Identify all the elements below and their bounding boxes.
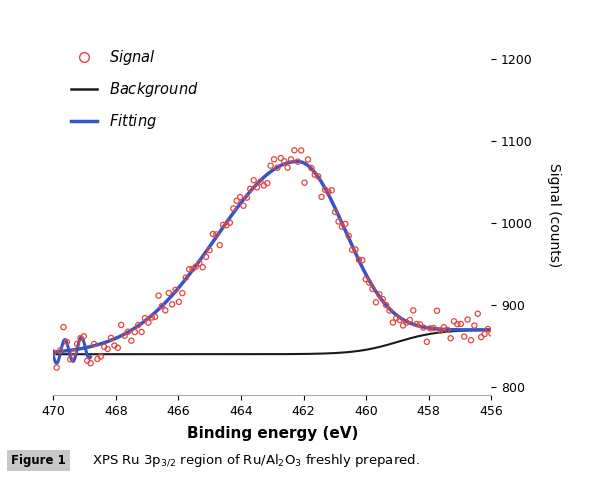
Point: [442, 326, 452, 334]
Point: [466, 336, 476, 344]
Point: [262, 179, 272, 187]
Point: [181, 274, 191, 282]
Point: [82, 357, 92, 365]
Point: [473, 310, 482, 318]
Point: [236, 193, 245, 201]
Point: [107, 334, 116, 342]
Point: [198, 263, 207, 271]
Point: [426, 325, 435, 332]
Point: [412, 320, 422, 328]
Point: [89, 340, 99, 348]
Point: [208, 230, 218, 238]
Point: [157, 302, 167, 310]
Point: [283, 164, 292, 171]
Point: [483, 325, 493, 333]
Point: [395, 316, 404, 324]
Point: [344, 232, 353, 240]
Point: [246, 185, 255, 193]
Point: [402, 319, 411, 327]
Point: [144, 319, 153, 327]
Point: [480, 330, 490, 338]
Point: [334, 217, 343, 225]
Point: [222, 221, 231, 229]
Point: [205, 246, 214, 254]
Point: [313, 172, 323, 180]
Point: [297, 146, 306, 154]
Point: [361, 275, 371, 283]
Point: [130, 328, 140, 336]
Y-axis label: Signal (counts): Signal (counts): [547, 163, 561, 267]
Point: [381, 301, 391, 309]
Text: XPS Ru 3p$_{3/2}$ region of Ru/Al$_2$O$_3$ freshly prepared.: XPS Ru 3p$_{3/2}$ region of Ru/Al$_2$O$_…: [92, 452, 420, 469]
Point: [391, 314, 401, 322]
Point: [164, 289, 173, 297]
Point: [66, 355, 75, 363]
Point: [340, 220, 350, 228]
Point: [439, 323, 449, 331]
Point: [293, 158, 303, 165]
Point: [337, 223, 347, 231]
Point: [110, 341, 119, 349]
Point: [120, 332, 129, 340]
Point: [303, 156, 313, 164]
Point: [348, 246, 357, 254]
Point: [256, 178, 265, 186]
Point: [273, 164, 282, 172]
Point: [469, 322, 479, 329]
Point: [487, 329, 496, 337]
Point: [358, 256, 367, 264]
Point: [368, 285, 377, 293]
Point: [385, 307, 394, 315]
Point: [140, 314, 150, 322]
Point: [59, 323, 68, 331]
Point: [317, 193, 326, 201]
Point: [242, 194, 252, 202]
Point: [52, 364, 62, 371]
Point: [123, 328, 133, 335]
Point: [419, 324, 428, 331]
Point: [232, 197, 242, 205]
Point: [249, 176, 258, 184]
Point: [330, 208, 340, 216]
Point: [398, 322, 408, 329]
Point: [171, 286, 181, 294]
Point: [229, 205, 238, 212]
Point: [371, 298, 381, 306]
Point: [103, 345, 112, 353]
Point: [310, 171, 320, 179]
Point: [416, 321, 425, 329]
Point: [211, 231, 221, 239]
Point: [449, 317, 459, 325]
Point: [154, 291, 163, 299]
Point: [279, 158, 289, 165]
Point: [422, 338, 432, 346]
Point: [453, 320, 462, 328]
Point: [456, 320, 465, 328]
Point: [117, 321, 126, 329]
Point: [429, 324, 438, 332]
Point: [252, 183, 262, 191]
Point: [324, 188, 333, 196]
Point: [320, 186, 330, 194]
Point: [266, 162, 275, 169]
Point: [218, 221, 228, 229]
Point: [150, 313, 160, 321]
Point: [178, 289, 187, 297]
Point: [174, 298, 184, 306]
Point: [225, 219, 234, 227]
Point: [168, 300, 177, 308]
Point: [137, 328, 146, 336]
Point: [276, 154, 285, 162]
Point: [160, 306, 170, 314]
Point: [300, 179, 309, 187]
Point: [99, 343, 109, 351]
Point: [96, 353, 105, 361]
Point: [55, 346, 65, 354]
Point: [307, 164, 316, 172]
Point: [127, 337, 136, 345]
Point: [432, 307, 442, 315]
Point: [86, 359, 95, 367]
Point: [408, 306, 418, 314]
Point: [195, 259, 204, 267]
